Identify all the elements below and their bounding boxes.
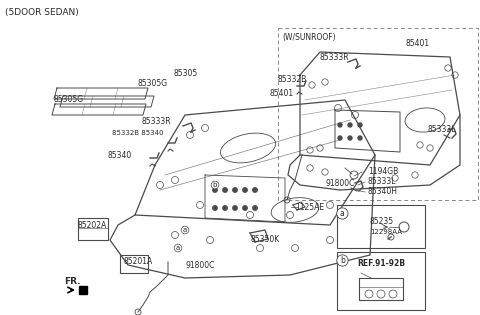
Text: (5DOOR SEDAN): (5DOOR SEDAN)	[5, 8, 79, 17]
Bar	[278, 28, 478, 200]
Text: a: a	[176, 245, 180, 251]
Text: 85305: 85305	[174, 70, 198, 78]
Text: 85202A: 85202A	[77, 220, 107, 230]
Text: a: a	[340, 209, 345, 218]
Text: (W/SUNROOF): (W/SUNROOF)	[282, 33, 336, 42]
Bar	[120, 255, 148, 273]
Text: 85350K: 85350K	[251, 236, 280, 244]
Text: 85235: 85235	[370, 217, 394, 226]
Circle shape	[233, 188, 237, 192]
Text: a: a	[183, 227, 187, 233]
Bar	[78, 218, 108, 240]
Circle shape	[338, 123, 342, 127]
Circle shape	[233, 206, 237, 210]
Text: 91800C: 91800C	[326, 179, 355, 187]
Text: 85305G: 85305G	[138, 78, 168, 88]
Text: REF.91-92B: REF.91-92B	[357, 260, 405, 268]
Bar	[337, 205, 425, 248]
Text: 1194GB: 1194GB	[368, 168, 398, 176]
Circle shape	[358, 123, 362, 127]
Circle shape	[243, 206, 247, 210]
Circle shape	[253, 188, 257, 192]
Circle shape	[213, 188, 217, 192]
Text: 85332B 85340: 85332B 85340	[111, 130, 163, 136]
Circle shape	[253, 206, 257, 210]
Circle shape	[338, 136, 342, 140]
Text: 85333R: 85333R	[319, 53, 349, 61]
Text: 85333L: 85333L	[368, 177, 396, 186]
Circle shape	[348, 123, 352, 127]
Text: FR.: FR.	[64, 277, 81, 286]
Circle shape	[358, 136, 362, 140]
Circle shape	[348, 136, 352, 140]
Text: 85340H: 85340H	[368, 187, 398, 197]
Text: b: b	[340, 256, 345, 265]
Text: 85332B: 85332B	[277, 76, 307, 84]
Text: b: b	[213, 182, 217, 188]
Text: 85201A: 85201A	[123, 257, 153, 266]
Circle shape	[223, 188, 227, 192]
Bar	[359, 278, 403, 300]
Bar	[337, 252, 425, 310]
Circle shape	[243, 188, 247, 192]
Text: 85333L: 85333L	[428, 125, 456, 135]
Text: 91800C: 91800C	[186, 261, 216, 270]
Text: 85333R: 85333R	[142, 117, 171, 127]
Circle shape	[213, 206, 217, 210]
Text: 85401: 85401	[270, 89, 294, 98]
Text: 85305G: 85305G	[53, 94, 83, 104]
Bar	[79, 286, 87, 294]
Text: 12298AA: 12298AA	[370, 229, 402, 235]
Text: 85401: 85401	[406, 38, 430, 48]
Circle shape	[223, 206, 227, 210]
Text: 85340: 85340	[108, 151, 132, 159]
Text: 1125AE: 1125AE	[295, 203, 324, 211]
